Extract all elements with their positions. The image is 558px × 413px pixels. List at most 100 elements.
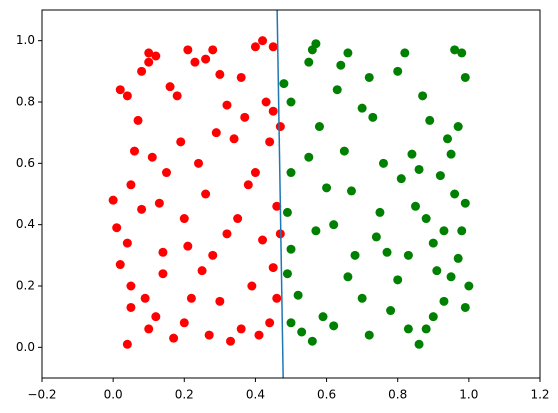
point <box>268 42 278 52</box>
point <box>183 45 193 55</box>
point <box>368 112 378 122</box>
point <box>279 79 289 89</box>
point <box>144 57 154 67</box>
point <box>201 189 211 199</box>
point <box>112 223 122 233</box>
point <box>126 281 136 291</box>
point <box>258 36 268 46</box>
point <box>400 48 410 58</box>
point <box>457 48 467 58</box>
point <box>169 333 179 343</box>
point <box>183 241 193 251</box>
point <box>240 112 250 122</box>
x-tick-label: 1.2 <box>530 388 549 402</box>
point <box>464 281 474 291</box>
point <box>414 164 424 174</box>
point <box>122 238 132 248</box>
point <box>190 57 200 67</box>
point <box>201 54 211 64</box>
x-tick-label: 0.2 <box>175 388 194 402</box>
point <box>179 214 189 224</box>
point <box>382 247 392 257</box>
point <box>446 272 456 282</box>
x-tick-label: 0.4 <box>246 388 265 402</box>
point <box>243 180 253 190</box>
point <box>162 168 171 178</box>
point <box>268 106 278 116</box>
point <box>186 293 196 303</box>
point <box>108 195 118 205</box>
y-tick-label: 0.0 <box>16 340 35 354</box>
point <box>307 45 317 55</box>
point <box>197 266 207 276</box>
point <box>250 42 260 52</box>
point <box>151 312 161 322</box>
point <box>211 128 221 138</box>
point <box>222 229 232 239</box>
point <box>343 272 353 282</box>
point <box>450 45 460 55</box>
point <box>151 51 161 61</box>
point <box>265 137 275 147</box>
point <box>297 327 307 337</box>
point <box>258 235 268 245</box>
point <box>439 226 449 236</box>
point <box>147 152 157 162</box>
point <box>432 266 442 276</box>
point <box>286 97 296 107</box>
y-tick-label: 0.4 <box>16 217 35 231</box>
point <box>403 324 413 334</box>
point <box>450 189 460 199</box>
point <box>446 149 456 159</box>
point <box>208 250 218 260</box>
x-tick-label: 0.0 <box>104 388 123 402</box>
point <box>378 158 388 168</box>
point <box>268 263 278 273</box>
point <box>254 330 264 340</box>
y-tick-label: 0.6 <box>16 156 35 170</box>
point <box>137 66 147 76</box>
point <box>140 293 150 303</box>
point <box>286 318 296 328</box>
point <box>396 174 406 184</box>
x-tick-label: −0.2 <box>27 388 56 402</box>
point <box>357 293 367 303</box>
point <box>293 290 303 300</box>
point <box>425 115 435 125</box>
point <box>122 339 132 349</box>
point <box>311 226 321 236</box>
point <box>126 302 136 312</box>
point <box>154 198 164 208</box>
point <box>236 72 246 82</box>
point <box>208 45 218 55</box>
point <box>194 158 204 168</box>
point <box>411 201 420 211</box>
point <box>435 171 445 181</box>
point <box>282 269 292 279</box>
y-tick-label: 0.8 <box>16 95 35 109</box>
point <box>250 168 260 178</box>
point <box>261 97 271 107</box>
point <box>229 134 239 144</box>
point <box>329 321 339 331</box>
point <box>339 146 349 156</box>
point <box>343 48 353 58</box>
point <box>460 198 470 208</box>
divider-line <box>276 9 284 379</box>
point <box>428 312 438 322</box>
point <box>443 134 453 144</box>
point <box>282 207 292 217</box>
point <box>137 204 147 214</box>
point <box>407 149 417 159</box>
point <box>304 57 314 67</box>
point <box>115 260 125 270</box>
y-tick-label: 1.0 <box>16 33 35 47</box>
point <box>233 214 243 224</box>
point <box>375 207 385 217</box>
point <box>304 152 314 162</box>
point <box>421 324 431 334</box>
point <box>236 324 246 334</box>
point <box>204 330 214 340</box>
point <box>314 122 324 132</box>
